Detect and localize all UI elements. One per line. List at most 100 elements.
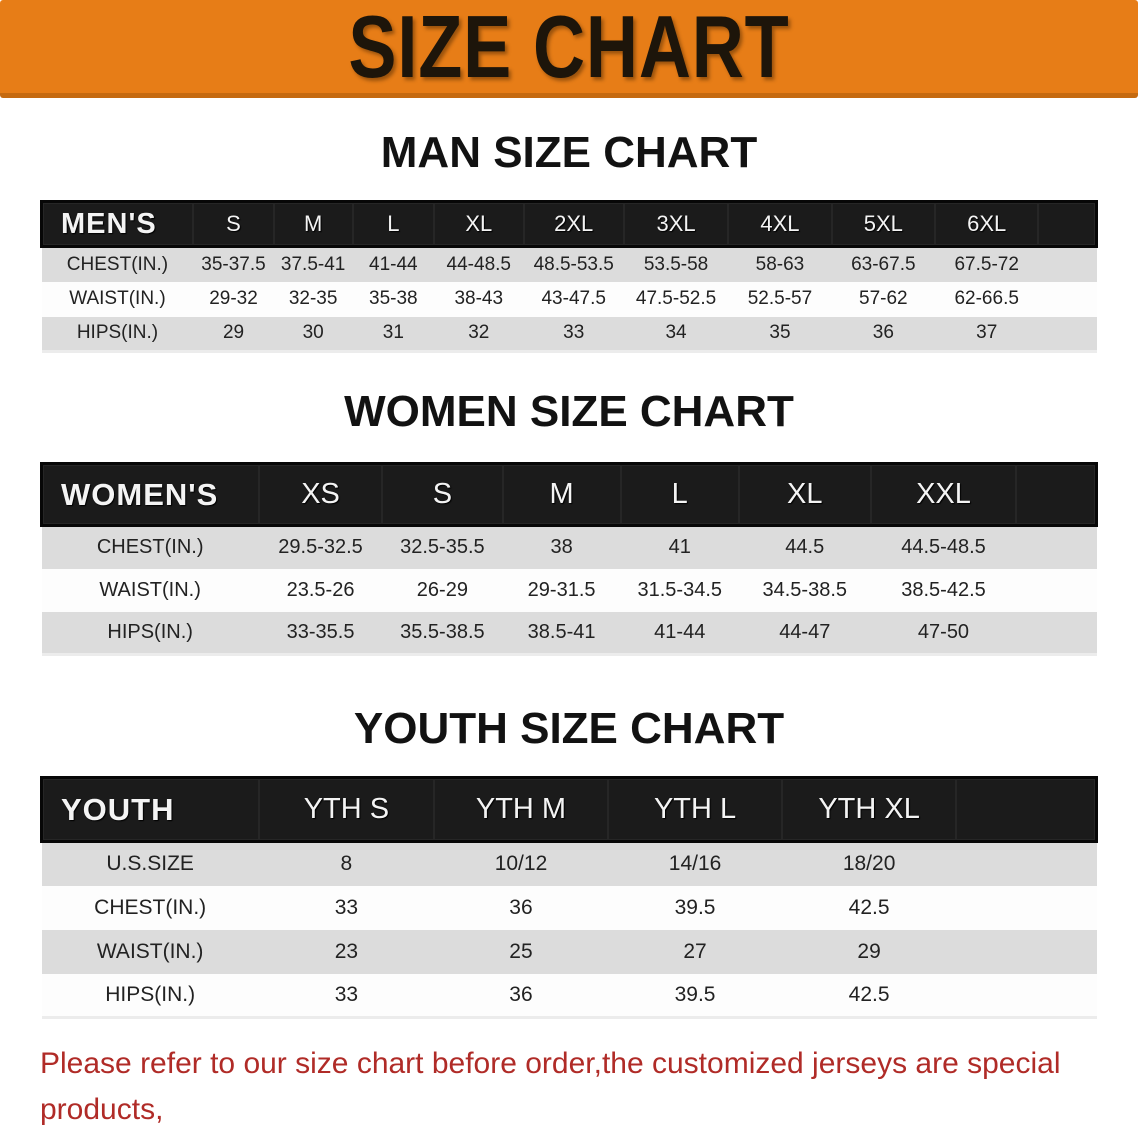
row-label: CHEST(IN.) [96, 536, 204, 559]
cell: 36 [509, 895, 533, 919]
youth-header-row: YOUTH YTH S YTH M YTH L YTH XL [39, 776, 1099, 843]
women-chest-row: CHEST(IN.) 29.5-32.5 32.5-35.5 38 41 44.… [41, 525, 1097, 569]
cell: 34.5-38.5 [762, 578, 848, 601]
men-chest-row: CHEST(IN.) 35-37.5 37.5-41 41-44 44-48.5… [41, 246, 1097, 282]
cell: 35-37.5 [201, 253, 266, 275]
spacer-cell [956, 886, 1096, 930]
cell: 31 [382, 322, 404, 344]
men-col-2xl: 2XL [523, 200, 624, 248]
disclaimer-line-1: Please refer to our size chart before or… [40, 1047, 1061, 1126]
cell: 8 [340, 852, 353, 876]
cell: 44-48.5 [446, 253, 511, 275]
cell: 38 [550, 536, 573, 559]
men-col-3xl: 3XL [623, 200, 729, 248]
cell: 38.5-42.5 [901, 578, 986, 601]
cell: 36 [872, 322, 894, 344]
cell: 33 [334, 895, 359, 919]
cell: 32 [468, 322, 490, 344]
men-col-xl: XL [433, 200, 524, 248]
women-section-title: WOMEN SIZE CHART [344, 387, 794, 436]
women-table-wrapper: WOMEN'S XS S M L XL XXL CHEST(IN.) 29.5-… [0, 462, 1138, 656]
cell: 33 [563, 322, 585, 344]
cell: 38.5-41 [527, 620, 596, 643]
row-label: HIPS(IN.) [76, 322, 159, 344]
youth-col-xl: YTH XL [782, 776, 957, 843]
row-label: U.S.SIZE [106, 852, 194, 876]
cell: 63-67.5 [851, 253, 916, 275]
youth-table-label: YOUTH [39, 776, 259, 843]
cell: 57-62 [859, 288, 908, 309]
cell: 18/20 [842, 852, 896, 876]
banner-title: SIZE CHART [348, 0, 790, 96]
cell: 47.5-52.5 [635, 288, 717, 309]
women-col-xs: XS [258, 462, 383, 527]
cell: 53.5-58 [643, 253, 709, 275]
cell: 29 [857, 939, 881, 963]
men-header-row: MEN'S S M L XL 2XL 3XL 4XL 5XL 6XL [40, 200, 1099, 248]
cell: 31.5-34.5 [637, 578, 722, 601]
women-col-m: M [502, 462, 621, 527]
cell: 29-32 [209, 288, 258, 309]
cell: 52.5-57 [747, 288, 813, 309]
cell: 41-44 [369, 253, 418, 275]
cell: 32.5-35.5 [400, 536, 485, 559]
women-table-label: WOMEN'S [39, 462, 259, 527]
row-label: CHEST(IN.) [94, 895, 207, 919]
youth-section-title: YOUTH SIZE CHART [353, 704, 785, 753]
men-table-wrapper: MEN'S S M L XL 2XL 3XL 4XL 5XL 6XL CHEST… [0, 200, 1138, 353]
cell: 38-43 [454, 288, 504, 309]
cell: 43-47.5 [541, 288, 606, 309]
cell: 48.5-53.5 [533, 253, 614, 275]
row-label: WAIST(IN.) [99, 578, 201, 601]
spacer-cell [1038, 247, 1096, 282]
women-hips-row: HIPS(IN.) 33-35.5 35.5-38.5 38.5-41 41-4… [41, 611, 1097, 655]
spacer-cell [956, 842, 1096, 886]
women-col-s: S [382, 462, 503, 527]
cell: 14/16 [668, 852, 722, 876]
men-col-5xl: 5XL [831, 200, 936, 248]
spacer-cell [1016, 462, 1099, 527]
spacer-cell [956, 776, 1099, 843]
women-size-table: WOMEN'S XS S M L XL XXL CHEST(IN.) 29.5-… [39, 462, 1099, 656]
row-label: HIPS(IN.) [105, 982, 196, 1006]
men-section-title: MAN SIZE CHART [380, 128, 758, 177]
cell: 29 [222, 322, 245, 344]
men-size-table: MEN'S S M L XL 2XL 3XL 4XL 5XL 6XL CHEST… [40, 200, 1099, 353]
cell: 32-35 [288, 288, 338, 309]
cell: 30 [302, 322, 324, 344]
cell: 67.5-72 [954, 253, 1019, 275]
cell: 27 [683, 939, 707, 963]
cell: 23.5-26 [286, 578, 355, 601]
spacer-cell [956, 930, 1096, 974]
disclaimer-text: Please refer to our size chart before or… [40, 1041, 1138, 1132]
row-label: HIPS(IN.) [107, 620, 193, 643]
cell: 39.5 [674, 982, 716, 1006]
cell: 58-63 [755, 253, 805, 275]
row-label: WAIST(IN.) [69, 288, 166, 309]
size-chart-banner: SIZE CHART [0, 0, 1138, 98]
cell: 10/12 [494, 852, 548, 876]
men-col-4xl: 4XL [728, 200, 832, 248]
youth-col-l: YTH L [608, 776, 783, 843]
cell: 42.5 [848, 895, 890, 919]
men-waist-row: WAIST(IN.) 29-32 32-35 35-38 38-43 43-47… [41, 281, 1097, 317]
cell: 41 [668, 536, 691, 559]
youth-size-table: YOUTH YTH S YTH M YTH L YTH XL U.S.SIZE … [39, 776, 1099, 1019]
row-label: CHEST(IN.) [66, 253, 169, 275]
cell: 44.5 [785, 536, 825, 559]
youth-table-wrapper: YOUTH YTH S YTH M YTH L YTH XL U.S.SIZE … [0, 776, 1138, 1019]
cell: 37 [976, 322, 998, 344]
women-waist-row: WAIST(IN.) 23.5-26 26-29 29-31.5 31.5-34… [41, 568, 1097, 612]
spacer-cell [1016, 612, 1096, 655]
cell: 37.5-41 [280, 253, 346, 275]
men-table-label: MEN'S [40, 200, 194, 248]
cell: 39.5 [674, 895, 716, 919]
cell: 29-31.5 [527, 578, 596, 601]
youth-hips-row: HIPS(IN.) 33 36 39.5 42.5 [41, 973, 1097, 1018]
cell: 62-66.5 [954, 288, 1019, 309]
men-hips-row: HIPS(IN.) 29 30 31 32 33 34 35 36 37 [41, 316, 1097, 352]
cell: 29.5-32.5 [278, 536, 363, 559]
spacer-cell [1038, 200, 1099, 248]
women-col-xl: XL [738, 462, 871, 527]
men-col-s: S [193, 200, 274, 248]
